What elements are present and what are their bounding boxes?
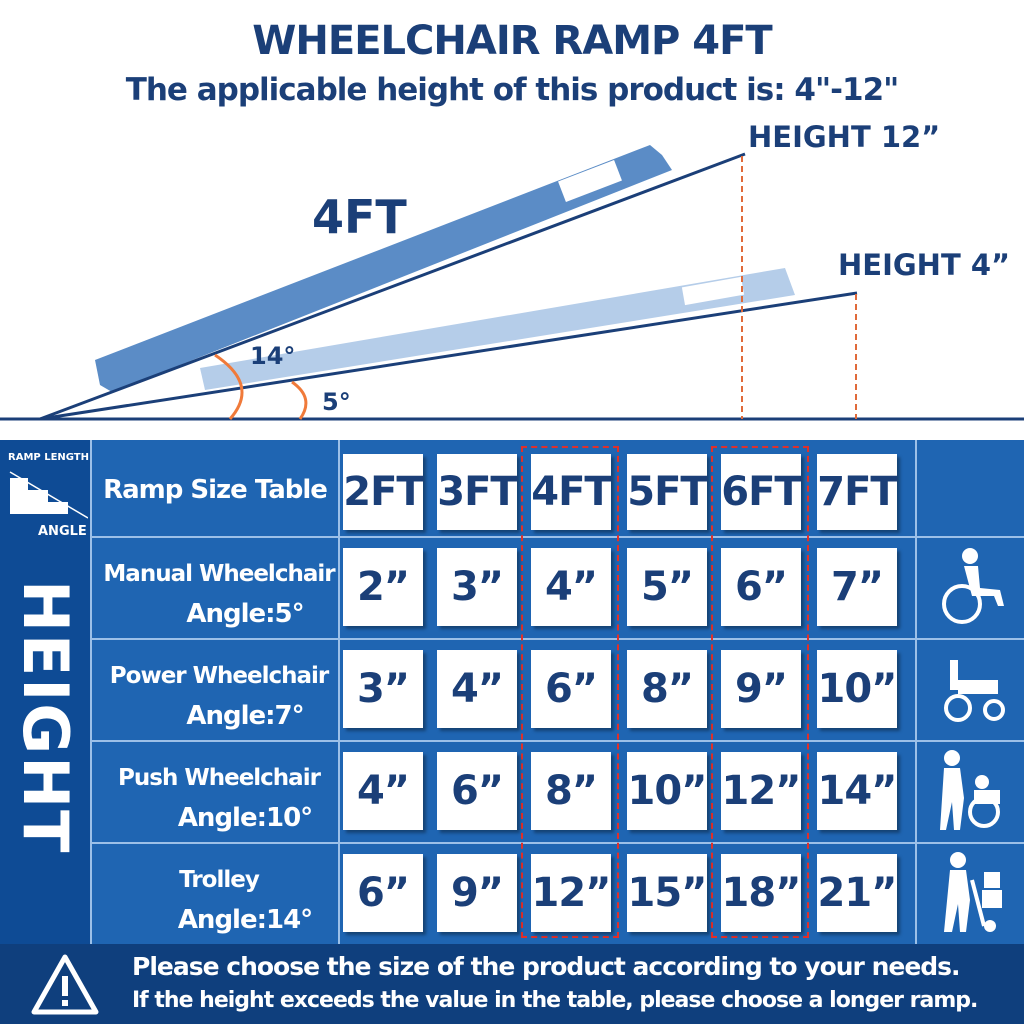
footer-line-1: Please choose the size of the product ac… (132, 952, 961, 981)
row-divider (90, 536, 1024, 538)
manual-wheelchair-icon (928, 544, 1012, 628)
column-header-7ft: 7FT (817, 454, 898, 530)
row-divider (90, 638, 1024, 640)
push-wheelchair-icon (928, 748, 1012, 832)
table-cell: 4” (437, 650, 517, 728)
left-column: RAMP LENGTH ANGLE HEIGHT (0, 440, 90, 944)
row-angle: Angle:5° (186, 599, 304, 629)
ramp-low-label-plate (681, 276, 745, 306)
column-header-6ft: 6FT (721, 454, 802, 530)
slope-line-high (39, 152, 746, 421)
table-cell: 6” (343, 854, 423, 932)
highlight-4ft (521, 446, 619, 938)
page-subtitle: The applicable height of this product is… (125, 72, 900, 108)
footer-line-2: If the height exceeds the value in the t… (132, 988, 978, 1013)
warning-icon (31, 954, 99, 1015)
table-cell: 6” (437, 752, 517, 830)
table-cell: 3” (437, 548, 517, 626)
row-angle: Angle:7° (186, 701, 304, 731)
height-side-label: HEIGHT (9, 580, 82, 855)
angle-arc-high (214, 353, 244, 420)
table-cell: 6” (531, 650, 611, 728)
row-name: Manual Wheelchair (103, 561, 335, 587)
column-header-4ft: 4FT (531, 454, 612, 530)
angle-low-label: 5° (322, 388, 351, 416)
table-cell: 2” (343, 548, 423, 626)
header-label: Ramp Size Table (103, 475, 328, 505)
ramp-diagram (0, 145, 1024, 421)
table-cell: 8” (627, 650, 707, 728)
ramp-high-label-plate (558, 159, 622, 203)
power-wheelchair-icon (928, 646, 1012, 730)
height-low-label: HEIGHT 4” (838, 248, 1011, 282)
table-cell: 5” (627, 548, 707, 626)
table-cell: 4” (531, 548, 611, 626)
row-name: Push Wheelchair (118, 765, 321, 791)
table-cell: 9” (437, 854, 517, 932)
table-cell: 6” (721, 548, 801, 626)
corner-angle: ANGLE (38, 524, 87, 539)
row-name: Power Wheelchair (109, 663, 329, 689)
column-header-2ft: 2FT (343, 454, 424, 530)
column-header-3ft: 3FT (437, 454, 518, 530)
column-header-5ft: 5FT (627, 454, 708, 530)
angle-high-label: 14° (250, 342, 296, 370)
ramp-size-table: RAMP LENGTH ANGLE HEIGHT Ramp Size Table… (0, 440, 1024, 944)
table-cell: 14” (817, 752, 897, 830)
ramp-low (200, 268, 795, 390)
table-cell: 8” (531, 752, 611, 830)
table-cell: 4” (343, 752, 423, 830)
column-divider (90, 440, 92, 944)
table-cell: 12” (721, 752, 801, 830)
page-title: WHEELCHAIR RAMP 4FT (252, 18, 772, 64)
table-cell: 21” (817, 854, 897, 932)
row-label: Manual Wheelchair Angle:5° (92, 554, 338, 634)
stairs-icon (9, 471, 88, 519)
row-name: Trolley (179, 867, 260, 893)
row-divider (90, 740, 1024, 742)
ramp-high (95, 145, 672, 392)
row-label: Trolley Angle:14° (92, 860, 338, 940)
table-cell: 10” (817, 650, 897, 728)
row-angle: Angle:10° (177, 803, 313, 833)
row-angle: Angle:14° (177, 905, 313, 935)
row-label: Power Wheelchair Angle:7° (92, 656, 338, 736)
table-cell: 9” (721, 650, 801, 728)
warning-footer: Please choose the size of the product ac… (0, 944, 1024, 1024)
table-cell: 3” (343, 650, 423, 728)
row-divider (90, 842, 1024, 844)
table-cell: 10” (627, 752, 707, 830)
slope-line-low (39, 291, 858, 421)
ramp-length-label: 4FT (312, 190, 407, 244)
height-high-label: HEIGHT 12” (748, 120, 941, 154)
row-label: Push Wheelchair Angle:10° (92, 758, 338, 838)
highlight-6ft (711, 446, 809, 938)
trolley-icon (928, 850, 1012, 934)
column-divider (338, 440, 340, 944)
angle-arc-low (291, 380, 308, 420)
table-cell: 12” (531, 854, 611, 932)
table-cell: 7” (817, 548, 897, 626)
corner-ramp-length: RAMP LENGTH (8, 452, 89, 463)
table-cell: 18” (721, 854, 801, 932)
table-cell: 15” (627, 854, 707, 932)
column-divider (915, 440, 917, 944)
